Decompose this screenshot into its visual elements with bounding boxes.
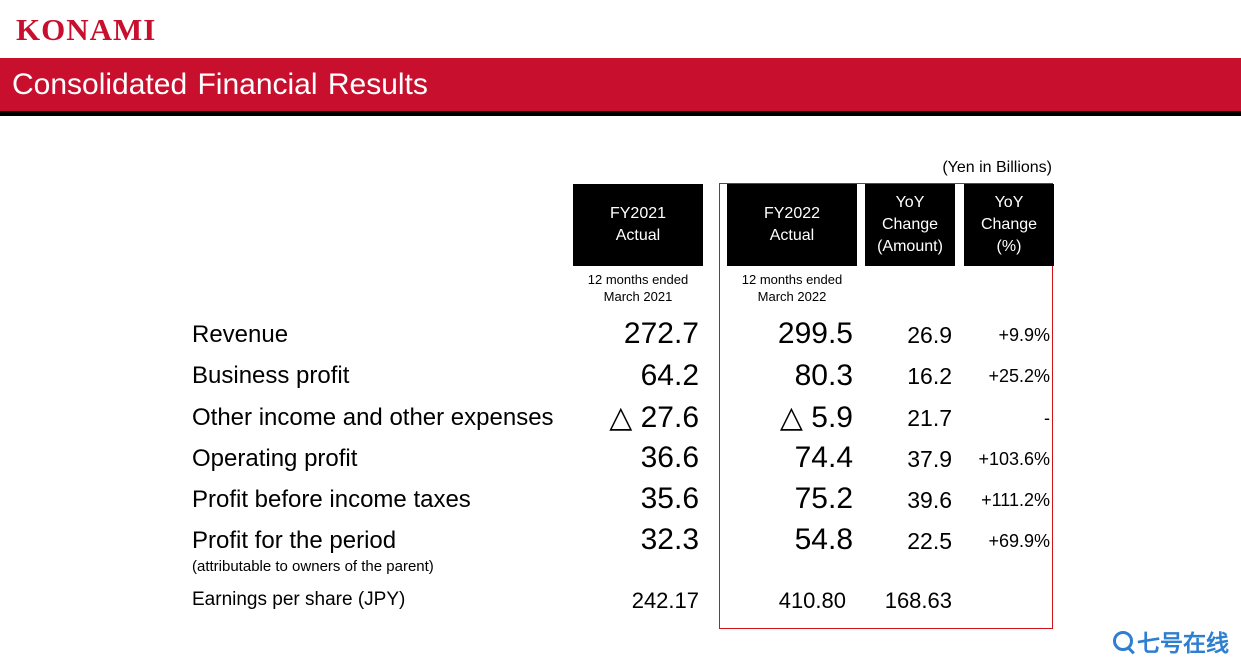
row-label-revenue: Revenue	[192, 321, 289, 348]
operating-profit-yoy-percent: +103.6%	[978, 449, 1050, 469]
business-profit-yoy-amount: 16.2	[907, 363, 952, 389]
revenue-yoy-amount: 26.9	[907, 322, 952, 348]
subheader-fy2021: 12 months ended March 2021	[587, 272, 689, 304]
business-profit-fy2022: 80.3	[794, 359, 853, 392]
eps-yoy-amount: 168.63	[884, 588, 952, 613]
unit-note: (Yen in Billions)	[942, 159, 1052, 176]
row-label-operating-profit: Operating profit	[192, 445, 358, 472]
profit-for-period-yoy-percent: +69.9%	[988, 531, 1050, 551]
operating-profit-yoy-amount: 37.9	[907, 446, 952, 472]
row-label-other-income: Other income and other expenses	[192, 404, 554, 431]
other-income-fy2022: △ 5.9	[779, 401, 853, 434]
title-banner	[0, 58, 1241, 111]
row-label-eps: Earnings per share (JPY)	[192, 589, 406, 610]
header-fy2021: FY2021 Actual	[573, 184, 703, 266]
profit-for-period-yoy-amount: 22.5	[907, 528, 952, 554]
row-label-profit-for-period: Profit for the period	[192, 527, 397, 554]
banner-divider	[0, 111, 1241, 116]
revenue-fy2022: 299.5	[777, 317, 853, 350]
business-profit-yoy-percent: +25.2%	[988, 366, 1050, 386]
other-income-fy2021: △ 27.6	[609, 401, 699, 434]
profit-before-tax-fy2021: 35.6	[640, 482, 699, 515]
revenue-fy2021: 272.7	[623, 317, 699, 350]
operating-profit-fy2022: 74.4	[794, 441, 853, 474]
profit-for-period-fy2022: 54.8	[794, 523, 853, 556]
revenue-yoy-percent: +9.9%	[998, 325, 1050, 345]
profit-before-tax-yoy-percent: +111.2%	[981, 490, 1050, 510]
page-title: Consolidated Financial Results	[12, 68, 428, 101]
profit-before-tax-yoy-amount: 39.6	[907, 487, 952, 513]
row-label-business-profit: Business profit	[192, 362, 350, 389]
row-label-profit-before-tax: Profit before income taxes	[192, 486, 471, 513]
watermark-text: 七号在线	[1137, 630, 1229, 656]
highlight-box	[719, 183, 1053, 629]
eps-fy2022: 410.80	[778, 588, 846, 613]
header-fy2022: FY2022 Actual	[727, 184, 857, 266]
search-icon	[1113, 631, 1133, 651]
row-note-attributable: (attributable to owners of the parent)	[192, 558, 434, 575]
header-yoy-amount: YoY Change (Amount)	[865, 184, 955, 266]
subheader-fy2022: 12 months ended March 2022	[741, 272, 843, 304]
eps-fy2021: 242.17	[631, 588, 699, 613]
header-yoy-percent: YoY Change (%)	[964, 184, 1054, 266]
business-profit-fy2021: 64.2	[640, 359, 699, 392]
operating-profit-fy2021: 36.6	[640, 441, 699, 474]
profit-before-tax-fy2022: 75.2	[794, 482, 853, 515]
watermark: 七号在线	[1113, 624, 1229, 658]
profit-for-period-fy2021: 32.3	[640, 523, 699, 556]
other-income-yoy-percent: -	[1044, 408, 1050, 428]
konami-logo: KONAMI	[16, 12, 157, 47]
other-income-yoy-amount: 21.7	[907, 405, 952, 431]
